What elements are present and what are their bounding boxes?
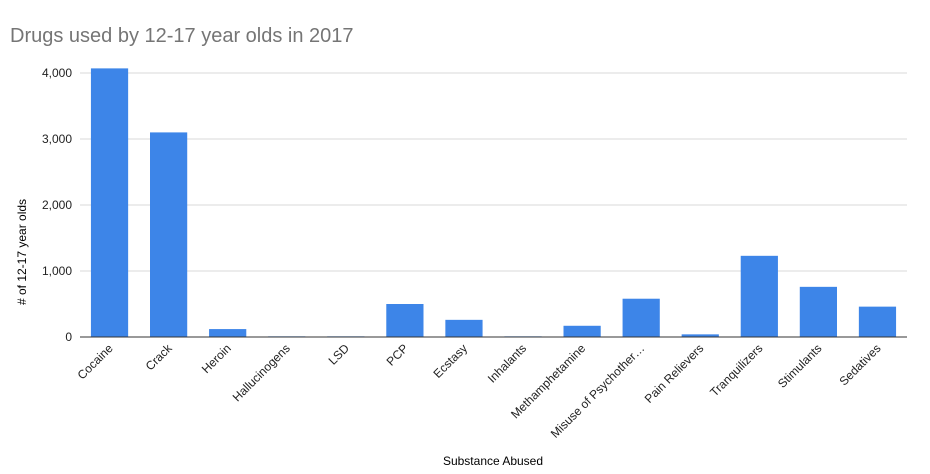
x-tick-label: Hallucinogens [230,341,293,404]
bar-cocaine [90,68,129,337]
y-tick-label: 3,000 [42,132,72,146]
x-tick-label: Tranquilizers [707,341,765,399]
x-tick-label: LSD [326,341,353,368]
bars [90,68,897,338]
x-tick-label: Cocaine [75,341,116,382]
y-tick-label: 4,000 [42,66,72,80]
x-axis-label: Substance Abused [443,454,543,468]
gridlines [80,72,907,272]
bar-misuse-of-psychother [622,298,660,337]
y-tick-label: 0 [65,330,72,344]
y-tick-labels: 0 1,000 2,000 3,000 4,000 [42,66,72,344]
x-tick-label: Pain Relievers [642,341,707,406]
bar-pcp [386,304,424,337]
bar-heroin [209,329,247,337]
bar-sedatives [858,306,897,337]
bar-ecstasy [445,319,483,337]
y-tick-label: 1,000 [42,264,72,278]
y-tick-label: 2,000 [42,198,72,212]
x-tick-label: Ecstasy [430,341,470,381]
x-tick-label: Inhalants [485,341,529,385]
x-tick-label: Crack [143,341,176,374]
chart-title: Drugs used by 12-17 year olds in 2017 [10,25,354,47]
x-tick-label: Heroin [199,341,234,376]
x-tick-label: Sedatives [836,341,883,388]
y-axis-label: # of 12-17 year olds [15,199,29,305]
x-tick-label: PCP [384,341,411,368]
bar-stimulants [799,286,838,337]
bar-crack [149,132,188,337]
x-tick-label: Stimulants [775,341,825,391]
bar-tranquilizers [740,255,778,337]
bar-pain-relievers [681,334,719,337]
bar-methamphetamine [563,325,601,337]
